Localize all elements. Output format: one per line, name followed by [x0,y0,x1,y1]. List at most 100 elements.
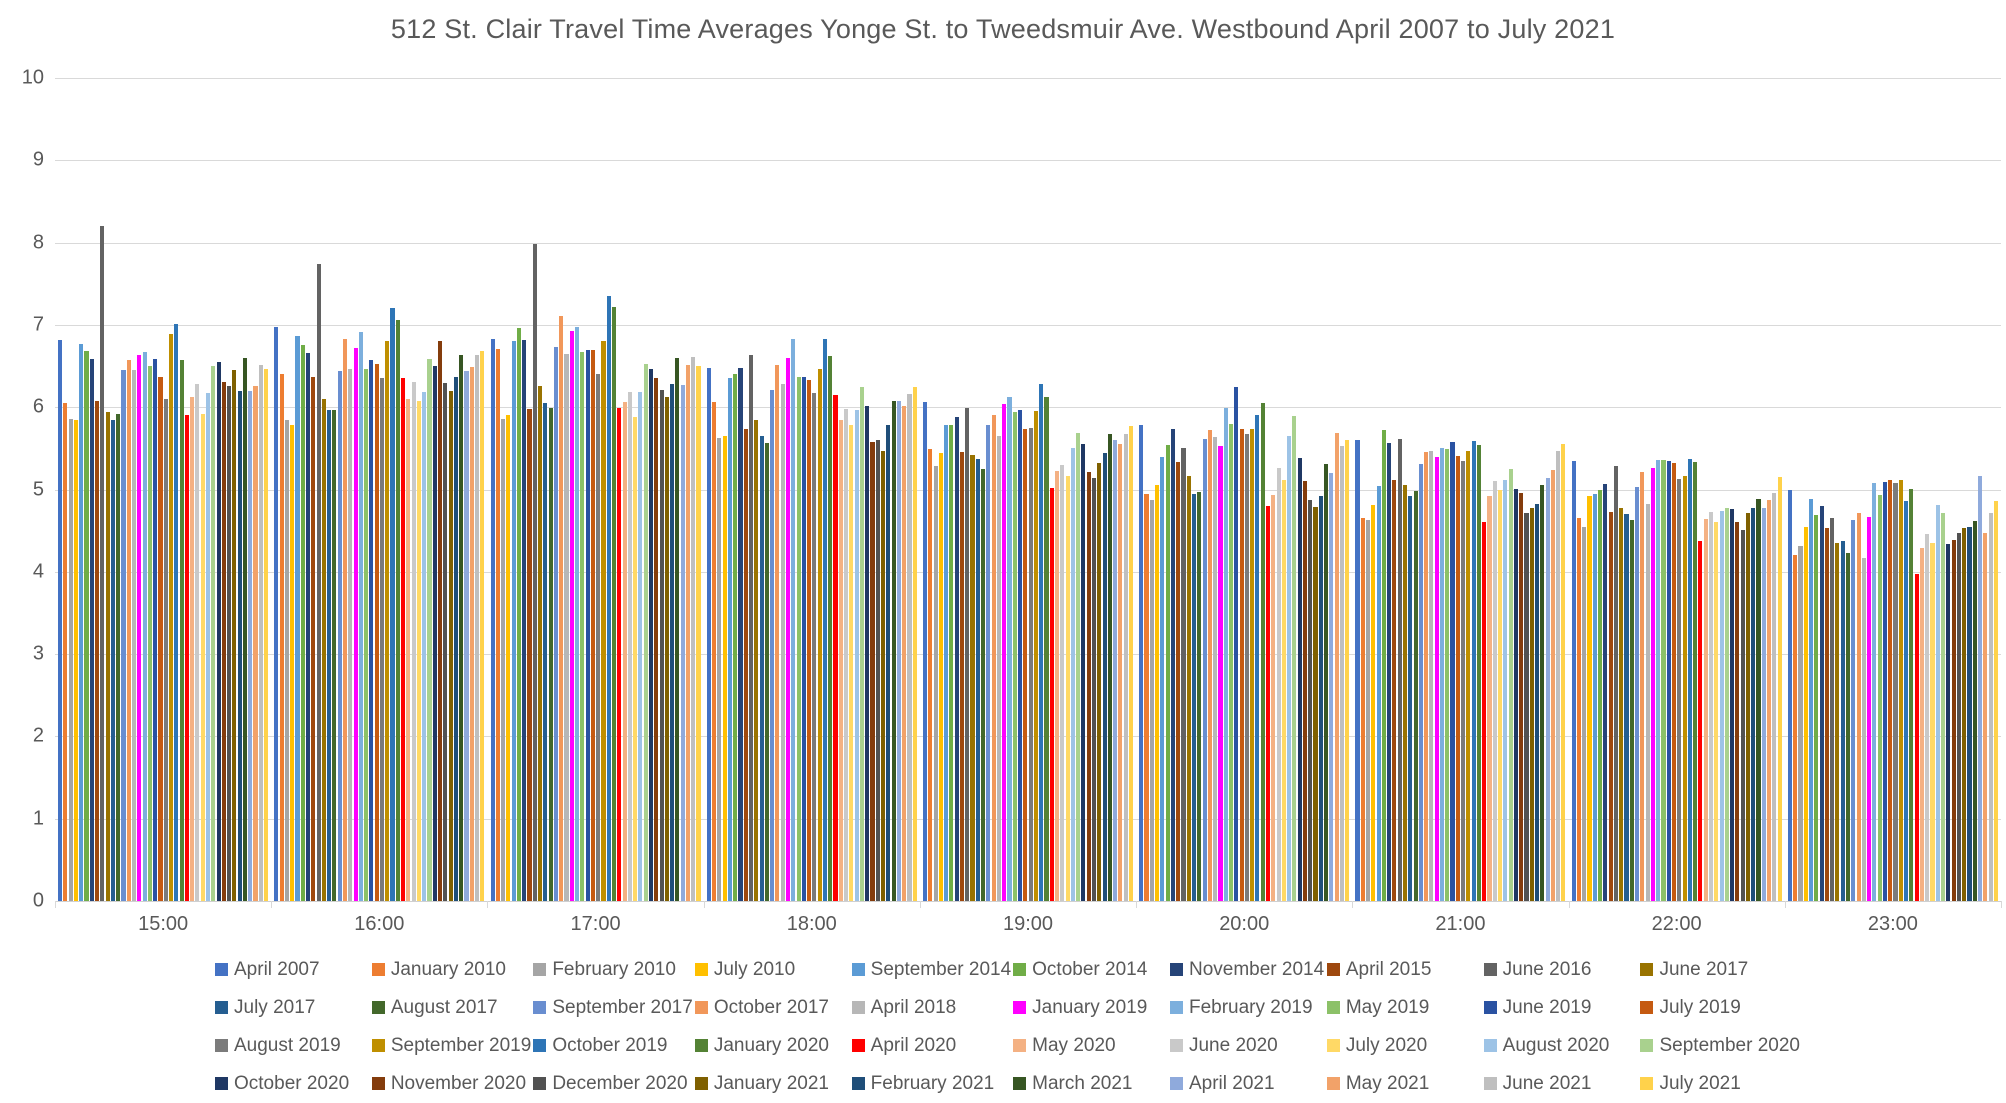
bar [1039,384,1044,901]
bar [1666,460,1671,901]
bar [211,366,216,901]
bar [1271,495,1276,901]
category-tick-mark [1352,901,1354,908]
bar [1977,476,1983,901]
bar [891,401,896,901]
legend-item: January 2019 [1013,995,1168,1020]
bar [754,420,759,901]
legend-item: April 2020 [851,1033,1012,1058]
bar [1139,425,1144,901]
bar [200,413,205,901]
legend-label: December 2020 [552,1072,688,1094]
bar [1265,506,1271,901]
y-tick-label: 7 [32,313,44,336]
bar [1308,500,1313,901]
bar [1556,450,1561,901]
bar [432,366,437,901]
bar [1408,496,1413,901]
bar [696,366,701,901]
bar [242,357,248,901]
bar [538,385,543,901]
legend-swatch-icon [371,1001,385,1014]
x-axis-line [55,901,2001,902]
bar [907,394,912,901]
legend-label: March 2021 [1032,1072,1133,1094]
bar [1455,455,1460,901]
bar [996,436,1001,901]
legend-label: July 2010 [713,958,796,980]
legend-label: August 2019 [234,1034,341,1056]
y-tick-label: 8 [32,231,44,254]
bar [1677,478,1682,901]
bar [132,370,137,901]
legend-item: May 2021 [1326,1071,1482,1096]
bar [1888,479,1893,901]
bar [1234,387,1239,901]
bar [1640,472,1645,901]
bar [1498,490,1503,901]
bar [601,340,606,901]
legend-label: April 2018 [870,996,957,1018]
legend-item: August 2020 [1483,1033,1639,1058]
bar [606,296,611,901]
x-tick-label: 18:00 [786,913,837,935]
bar [1002,403,1007,901]
bar-group-1500 [55,78,271,901]
bar [959,451,965,901]
bar [1223,408,1228,901]
legend-item: February 2019 [1169,995,1325,1020]
y-tick-label: 0 [32,889,44,912]
bar [638,392,643,901]
bar [1772,492,1777,901]
bar [590,350,595,901]
bar [332,409,337,901]
legend-swatch-icon [1640,1077,1654,1090]
legend-label: October 2014 [1032,958,1148,980]
bar [817,369,822,901]
bar [617,408,622,901]
legend-item: January 2021 [694,1071,850,1096]
bar [949,424,954,901]
y-tick-label: 5 [32,478,44,500]
bar [1946,543,1951,901]
y-tick-label: 4 [32,560,44,583]
bar [284,420,289,901]
legend-label: May 2019 [1345,996,1430,1018]
legend-item: October 2014 [1013,957,1168,982]
plot-area [55,78,2001,902]
bar [342,338,348,901]
legend-swatch-icon [1326,1077,1340,1090]
bar [1181,447,1186,901]
bar [480,351,485,901]
bar [158,376,163,901]
x-tick-label: 16:00 [354,913,405,935]
bar [1550,469,1555,901]
bar [1102,452,1107,901]
bar [300,344,305,901]
bar [944,424,949,901]
bar [1529,508,1534,901]
bar [670,384,675,901]
legend-swatch-icon [1483,963,1497,976]
bar [1149,500,1154,901]
bar [1956,533,1961,901]
bar [1392,480,1397,901]
bar [1576,518,1581,901]
bar [844,408,849,901]
bar [1777,477,1782,901]
legend-item: July 2017 [215,995,370,1020]
bar [722,436,727,901]
bar [896,401,901,901]
bar [1698,540,1703,901]
category-tick-mark [487,901,489,908]
bar [1097,463,1102,901]
legend-item: June 2017 [1640,957,1800,982]
bar [970,454,975,901]
legend-swatch-icon [1326,1039,1340,1052]
bar [353,347,358,901]
legend-item: June 2016 [1483,957,1639,982]
bar [1461,460,1466,901]
legend-item: September 2014 [851,957,1011,982]
legend-swatch-icon [1640,963,1654,976]
legend-item: November 2014 [1169,957,1325,982]
